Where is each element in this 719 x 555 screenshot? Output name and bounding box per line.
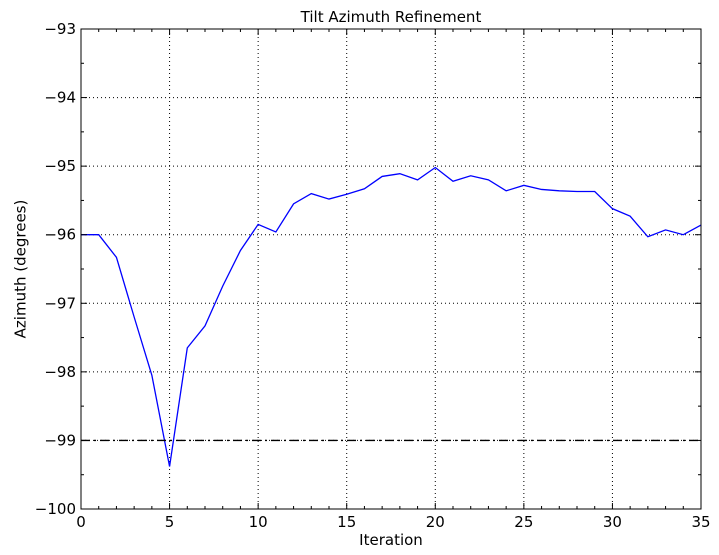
x-tick-label: 15 bbox=[337, 513, 356, 531]
y-tick-label: −99 bbox=[44, 431, 76, 449]
y-tick-label: −96 bbox=[44, 226, 76, 244]
x-tick-label: 0 bbox=[76, 513, 86, 531]
x-tick-label: 10 bbox=[249, 513, 268, 531]
y-tick-label: −100 bbox=[35, 500, 76, 518]
y-tick-label: −94 bbox=[44, 89, 76, 107]
y-tick-label: −93 bbox=[44, 20, 76, 38]
x-tick-label: 30 bbox=[603, 513, 622, 531]
y-axis-label: Azimuth (degrees) bbox=[11, 200, 29, 339]
y-tick-label: −97 bbox=[44, 294, 76, 312]
x-tick-label: 25 bbox=[514, 513, 533, 531]
y-tick-label: −95 bbox=[44, 157, 76, 175]
ticks: 0 5 10 15 20 25 30 35 −100 −99 −98 −97 −96 −95 −94 −93 bbox=[35, 20, 711, 531]
x-tick-label: 5 bbox=[165, 513, 175, 531]
x-tick-label: 20 bbox=[426, 513, 445, 531]
x-tick-label: 35 bbox=[691, 513, 710, 531]
azimuth-series-line bbox=[81, 166, 702, 467]
chart-title: Tilt Azimuth Refinement bbox=[300, 8, 482, 26]
y-tick-label: −98 bbox=[44, 363, 76, 381]
series-layer bbox=[81, 166, 702, 467]
x-axis-label: Iteration bbox=[359, 531, 423, 549]
